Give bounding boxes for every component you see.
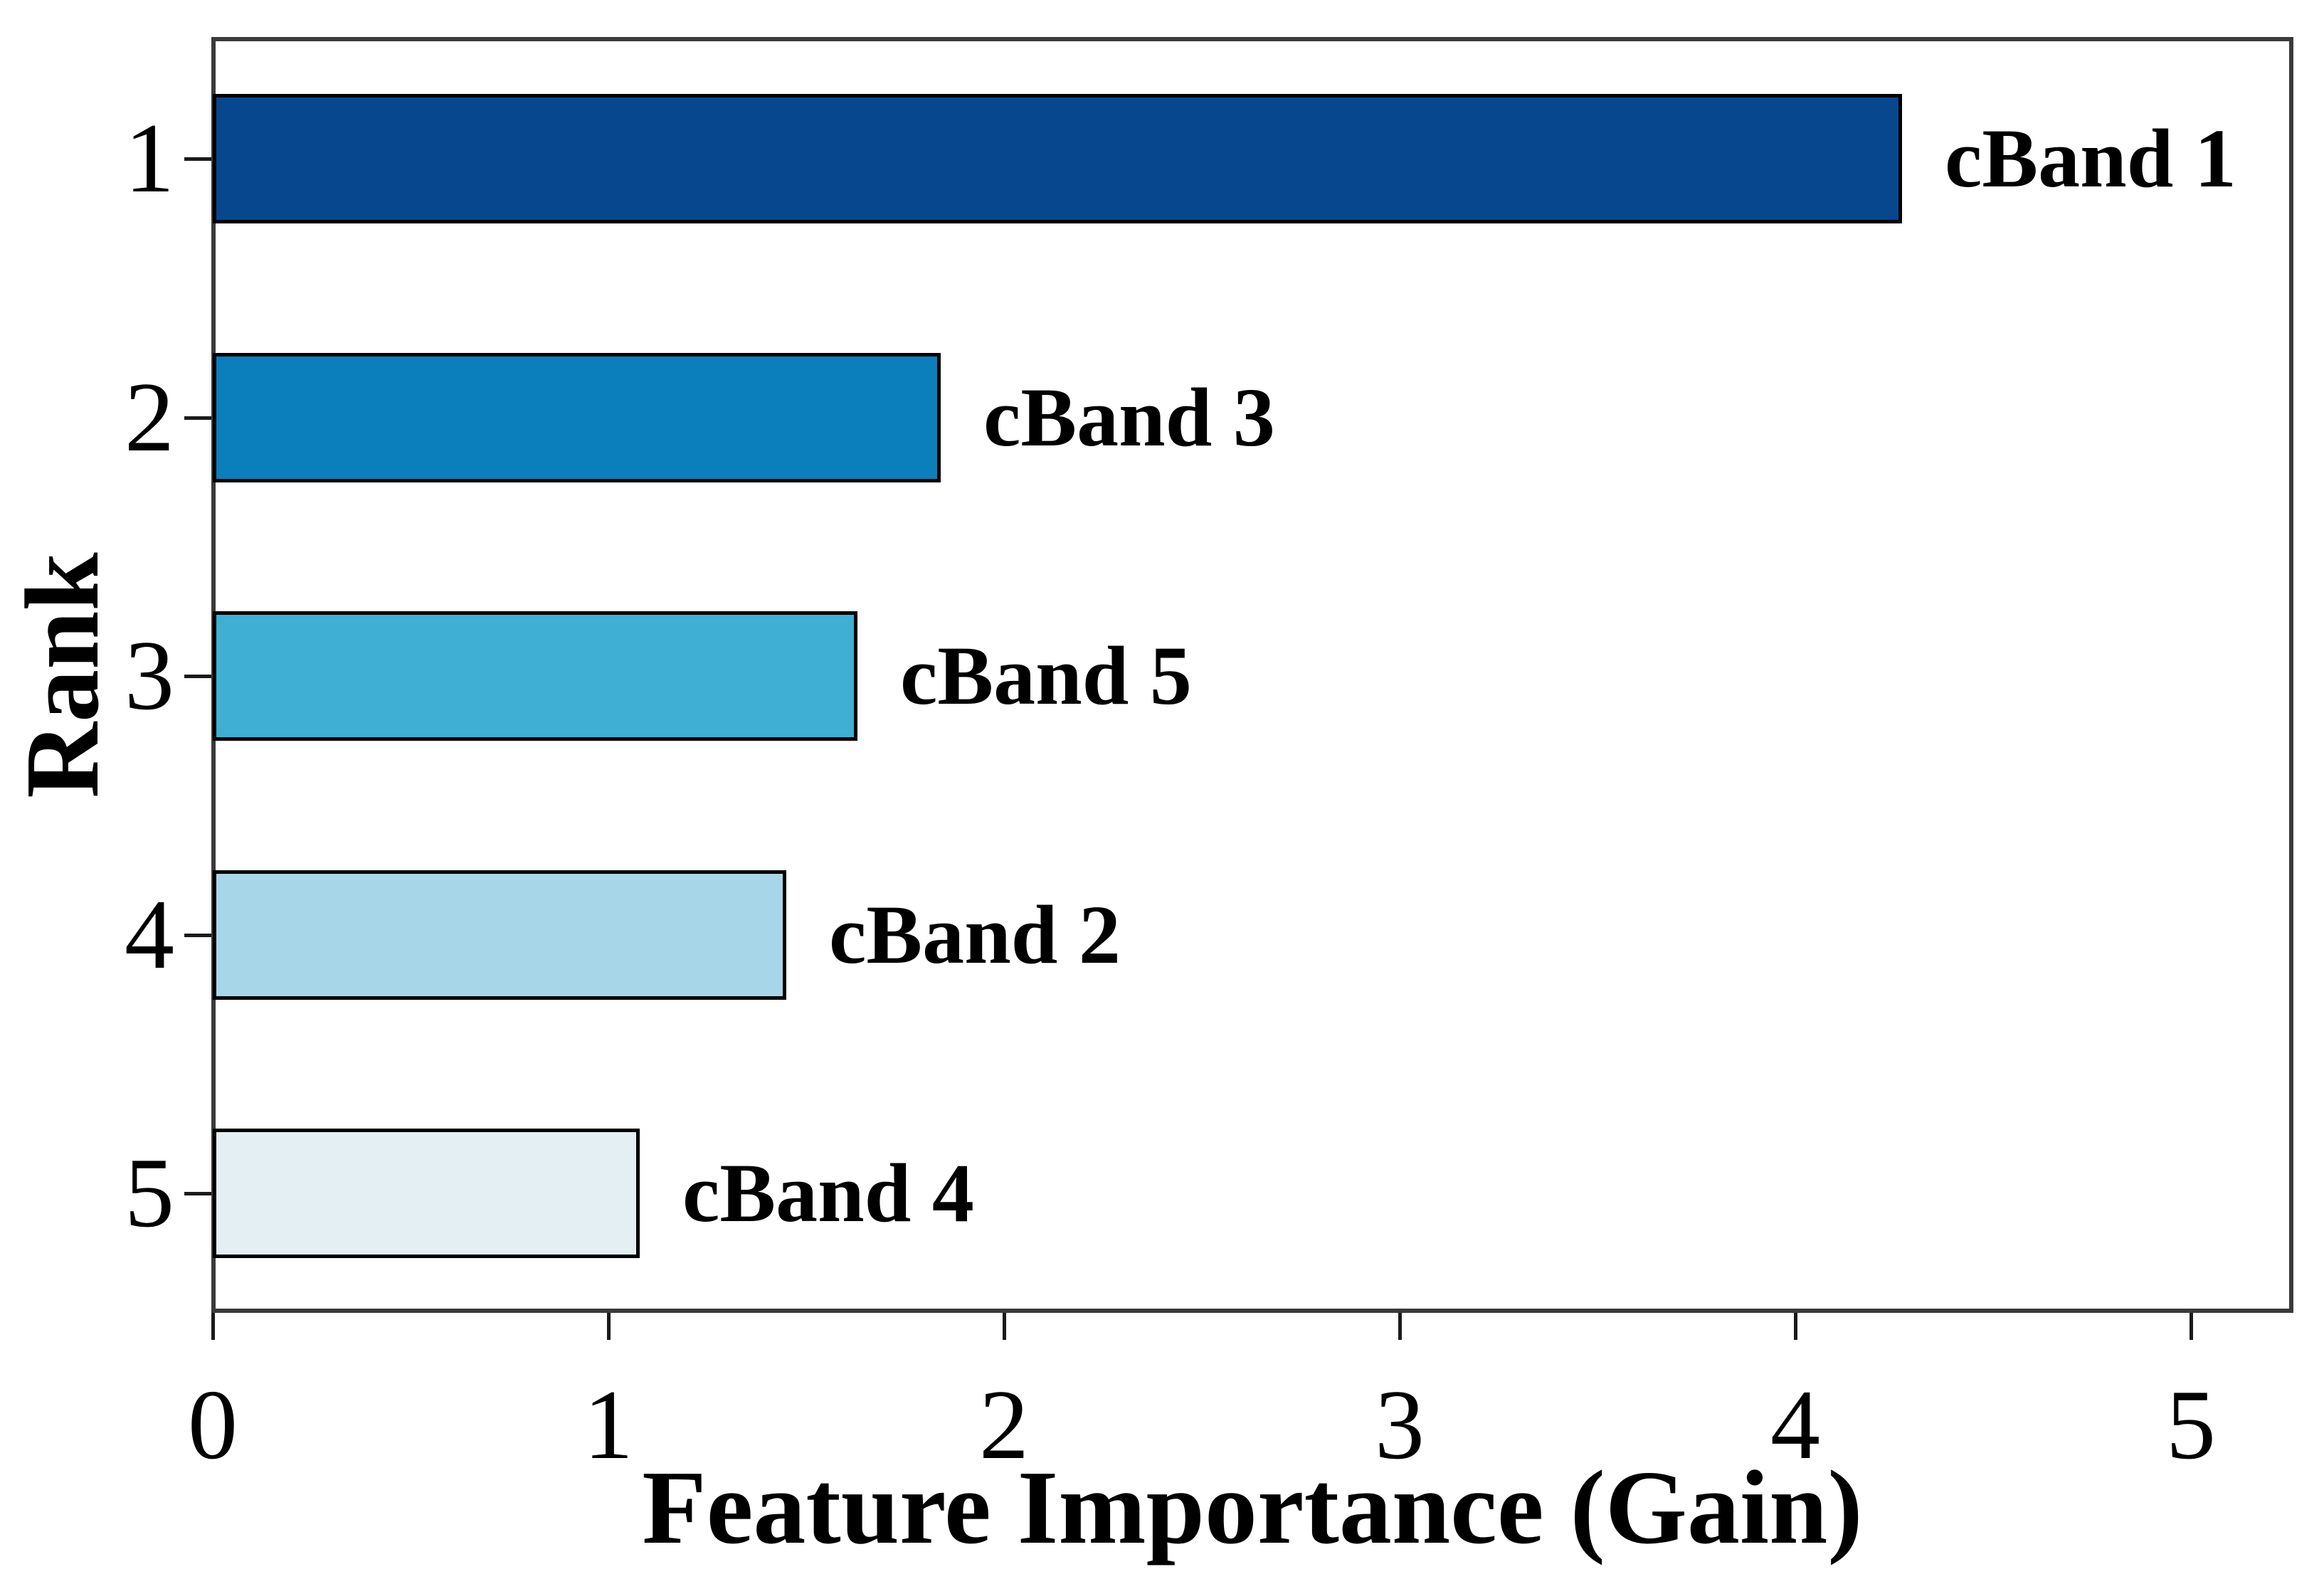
bar-label-5: cBand 4	[682, 1146, 974, 1240]
x-tick-label-1: 1	[583, 1370, 633, 1480]
y-tick-label-3: 3	[125, 620, 174, 731]
y-tick-label-1: 1	[125, 103, 174, 213]
y-tick-2	[184, 416, 211, 420]
x-tick-4	[1794, 1313, 1797, 1340]
x-tick-label-3: 3	[1375, 1370, 1425, 1480]
bar-rank-4	[213, 870, 786, 1000]
bar-label-4: cBand 2	[829, 888, 1121, 981]
y-axis-label: Rank	[4, 552, 121, 798]
x-tick-2	[1003, 1313, 1006, 1340]
x-tick-1	[607, 1313, 611, 1340]
x-axis-label: Feature Importance (Gain)	[642, 1449, 1863, 1566]
x-tick-label-4: 4	[1770, 1370, 1820, 1480]
x-tick-5	[2190, 1313, 2193, 1340]
bar-rank-2	[213, 353, 941, 482]
y-tick-5	[184, 1192, 211, 1195]
y-tick-label-4: 4	[125, 880, 174, 990]
y-tick-1	[184, 157, 211, 161]
bar-rank-3	[213, 611, 857, 741]
y-tick-label-5: 5	[125, 1138, 174, 1248]
y-tick-4	[184, 934, 211, 937]
bar-rank-5	[213, 1129, 640, 1258]
bar-label-2: cBand 3	[983, 371, 1275, 464]
x-tick-label-0: 0	[188, 1370, 238, 1480]
x-tick-label-2: 2	[979, 1370, 1029, 1480]
bar-label-1: cBand 1	[1945, 112, 2236, 205]
x-tick-label-5: 5	[2166, 1370, 2216, 1480]
y-tick-label-2: 2	[125, 362, 174, 472]
y-tick-3	[184, 675, 211, 678]
bar-rank-1	[213, 94, 1902, 223]
bar-label-3: cBand 5	[900, 629, 1192, 722]
x-tick-3	[1398, 1313, 1402, 1340]
x-tick-0	[211, 1313, 215, 1340]
